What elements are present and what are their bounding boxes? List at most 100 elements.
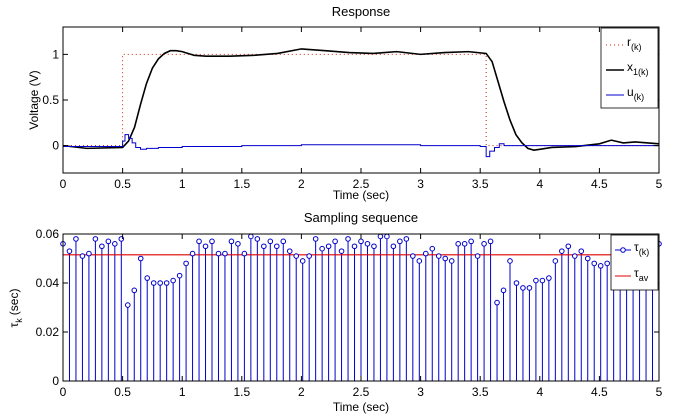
stem-marker: [559, 248, 565, 254]
stem-marker: [273, 243, 280, 250]
response-chart: Response 0 0.5 1 1.5 2 2.5 3 3.5 4 4.5 5 00.51 Tim…: [27, 4, 663, 202]
stem-marker: [183, 260, 189, 267]
stem-marker: [461, 241, 468, 247]
legend-entry-tau-k: τ(k): [615, 240, 649, 257]
stem-marker: [325, 243, 332, 250]
stem-marker: [86, 250, 92, 257]
x-tick-label: 2.5: [353, 177, 370, 191]
stem-marker: [584, 255, 591, 262]
legend-label: r(k): [627, 35, 642, 52]
chart-title: Response: [332, 4, 391, 19]
stem-marker: [487, 238, 494, 245]
x-tick-label: 5: [656, 385, 663, 399]
stem-marker: [565, 243, 572, 250]
stem-marker: [345, 236, 351, 242]
stem-marker: [578, 248, 585, 254]
stem-marker: [170, 277, 176, 284]
stem-marker: [235, 241, 241, 247]
stem-marker: [124, 302, 131, 308]
stem-marker: [332, 238, 338, 245]
stem-marker: [494, 299, 500, 306]
stem-marker: [267, 238, 274, 245]
stem-marker: [371, 243, 377, 250]
stem-marker: [591, 260, 598, 267]
stem-marker: [481, 241, 487, 247]
stem-marker: [73, 236, 79, 242]
x-axis-ticks: 0 0.5 1 1.5 2 2.5 3 3.5 4 4.5 5: [60, 27, 663, 191]
stem-marker: [248, 233, 254, 240]
stem-marker: [390, 243, 397, 250]
stem-marker: [228, 238, 235, 245]
y-tick-label: 0: [52, 139, 59, 153]
x-tick-label: 1: [179, 385, 186, 399]
stem-marker: [377, 233, 384, 240]
stem-marker: [416, 258, 423, 264]
legend-label: τ(k): [634, 240, 649, 257]
y-tick-label: 0.02: [36, 325, 60, 339]
stem-marker: [552, 258, 559, 264]
legend-label: x1(k): [627, 60, 649, 77]
legend-box: [610, 234, 659, 291]
x-tick-label: 5: [656, 177, 663, 191]
y-axis-ticks: 00.51: [42, 47, 659, 153]
sampling-chart: Sampling sequence 0 0.5 1 1.5 2 2.5 3 3.5 4 4.5 5 …: [7, 210, 663, 414]
stem-marker: [293, 253, 300, 259]
y-axis-label: Voltage (V): [27, 70, 41, 129]
legend-entry-x1: x1(k): [606, 60, 649, 77]
stem-marker: [319, 245, 325, 252]
series-line-rk: [63, 53, 659, 147]
stem-marker: [474, 253, 481, 259]
legend-entry-tau-av: τav: [615, 266, 649, 283]
x-tick-label: 2: [298, 177, 305, 191]
stem-marker: [500, 287, 507, 294]
stem-marker: [448, 258, 455, 264]
stem-marker: [137, 255, 144, 262]
stem-marker: [422, 250, 429, 257]
stem-marker: [215, 250, 222, 257]
stem-marker: [364, 241, 371, 247]
stem-marker: [157, 280, 163, 286]
stem-marker: [442, 255, 449, 262]
stem-marker: [189, 250, 196, 257]
legend: r(k) x1(k) u(k): [600, 27, 659, 109]
stem-marker: [241, 250, 248, 257]
y-tick-label: 0.06: [36, 227, 60, 241]
stem-marker: [384, 233, 390, 240]
x-tick-label: 1.5: [233, 177, 250, 191]
y-tick-label: 0: [52, 374, 59, 388]
x-tick-label: 4.5: [591, 177, 608, 191]
stem-marker: [397, 238, 403, 245]
y-tick-label: 0.5: [42, 93, 59, 107]
axes-box: [62, 26, 660, 174]
stem-marker: [526, 285, 533, 291]
stem-marker: [351, 243, 358, 250]
x-tick-label: 1.5: [233, 385, 250, 399]
x-axis-label: Time (sec): [333, 188, 389, 202]
stem-marker: [176, 272, 183, 279]
stem-marker: [403, 236, 410, 242]
stem-marker: [435, 253, 442, 259]
stem-marker: [99, 243, 105, 250]
stem-marker: [79, 253, 86, 259]
stem-marker: [306, 253, 312, 259]
x-tick-label: 0: [60, 385, 67, 399]
stem-marker: [299, 258, 306, 264]
x-axis-label: Time (sec): [333, 400, 389, 414]
stem-marker: [468, 238, 474, 245]
x-tick-label: 0.5: [114, 385, 131, 399]
stem-marker: [338, 248, 345, 254]
stem-marker: [150, 280, 157, 286]
stem-marker: [546, 275, 552, 281]
y-axis-ticks: 0 0.02 0.04 0.06: [36, 227, 659, 388]
stem-marker: [105, 238, 112, 245]
stem-marker: [254, 236, 261, 242]
stem-marker: [513, 280, 520, 286]
stem-marker: [429, 245, 436, 252]
stem-marker: [533, 277, 539, 284]
stem-marker: [144, 275, 151, 281]
x-tick-label: 3: [417, 385, 424, 399]
stem-marker: [163, 280, 170, 286]
legend-entry-u: u(k): [606, 85, 644, 102]
stem-marker: [571, 253, 578, 259]
